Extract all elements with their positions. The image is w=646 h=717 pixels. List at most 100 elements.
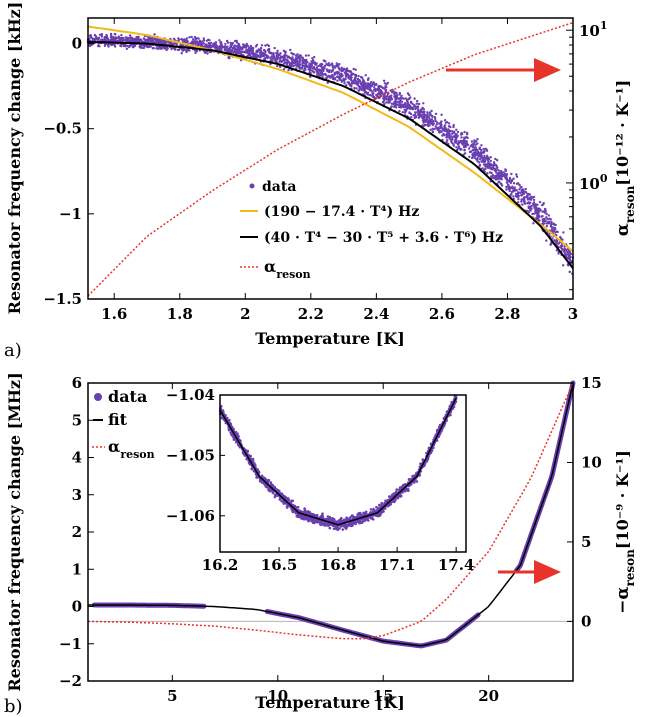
data-point — [453, 130, 456, 133]
data-point — [322, 73, 325, 76]
data-point — [419, 115, 422, 118]
data-point — [494, 157, 497, 161]
data-point — [434, 119, 437, 123]
data-point — [524, 187, 527, 191]
x-tick-label: 15 — [373, 687, 394, 705]
data-point — [435, 123, 438, 126]
data-point — [275, 54, 278, 58]
data-point — [417, 108, 420, 111]
inset-data-point — [334, 527, 337, 530]
data-point — [555, 230, 558, 233]
data-point — [409, 96, 412, 99]
data-point — [504, 169, 507, 173]
data-point — [487, 157, 490, 160]
inset-frame — [219, 394, 467, 553]
data-point — [232, 51, 235, 54]
inset-data-point — [243, 453, 246, 457]
data-point — [404, 103, 407, 107]
inset-data-point — [340, 516, 343, 520]
data-point — [209, 41, 213, 45]
data-point — [336, 71, 339, 75]
data-point — [507, 183, 510, 186]
data-point — [521, 203, 524, 206]
inset-data-point — [454, 395, 458, 399]
data-point — [404, 102, 407, 105]
data-point — [492, 176, 495, 180]
data-point — [568, 252, 571, 255]
legend-b-alpha-label: αreson — [108, 437, 155, 461]
data-point — [285, 54, 288, 57]
data-point — [537, 213, 540, 216]
data-point — [485, 148, 488, 151]
data-point — [350, 79, 353, 82]
inset-data-point — [343, 524, 347, 527]
panel-a-ylabel: Resonator frequency change [kHz] — [5, 2, 24, 315]
inset-data-point — [314, 519, 317, 523]
data-point — [110, 34, 113, 37]
data-point — [249, 44, 253, 48]
fit-poly-line — [87, 40, 574, 269]
data-point — [378, 92, 381, 95]
data-point — [259, 56, 262, 59]
data-point — [264, 44, 267, 47]
inset-fit-line — [219, 397, 457, 526]
data-point — [550, 221, 553, 224]
data-point — [451, 138, 454, 141]
data-point — [129, 36, 132, 40]
data-point — [356, 80, 359, 83]
data-point — [490, 167, 493, 170]
data-point — [439, 126, 443, 130]
x-tick-label: 1.8 — [167, 305, 193, 323]
panel-b-ylabel: Resonator frequency change [MHz] — [5, 372, 24, 691]
data-point — [545, 222, 548, 225]
inset-data-point — [387, 503, 391, 507]
data-point — [319, 63, 322, 66]
data-point — [229, 44, 232, 47]
inset-data-point — [321, 522, 325, 526]
data-point — [486, 164, 489, 167]
inset-data-point — [246, 450, 249, 453]
data-point — [373, 88, 376, 92]
data-point — [169, 41, 172, 45]
data-point — [225, 39, 229, 43]
data-point — [425, 115, 428, 118]
data-point — [480, 160, 483, 163]
data-point — [562, 264, 565, 267]
data-point — [440, 123, 443, 127]
data-point — [377, 96, 381, 100]
data-point — [467, 147, 471, 150]
inset-data-point — [341, 528, 345, 531]
data-point — [543, 207, 547, 211]
data-point — [438, 130, 441, 134]
data-point — [534, 208, 537, 211]
data-point — [177, 37, 180, 40]
data-point — [147, 45, 151, 49]
data-point — [380, 92, 384, 95]
inset-data-point — [359, 520, 362, 524]
data-point — [348, 84, 352, 87]
inset-data-point — [358, 511, 362, 515]
data-point — [384, 90, 388, 94]
data-point — [120, 36, 124, 40]
data-point — [235, 41, 239, 44]
inset-data-point — [409, 483, 413, 486]
data-point — [292, 64, 295, 68]
data-point — [368, 85, 372, 88]
data-point — [361, 79, 365, 82]
data-point — [315, 66, 318, 69]
data-point — [284, 51, 287, 55]
data-point — [347, 69, 350, 73]
data-point — [543, 211, 547, 214]
data-point — [214, 43, 218, 47]
data-point — [416, 99, 419, 103]
data-point — [353, 86, 356, 90]
data-point — [386, 101, 390, 104]
data-point — [255, 50, 258, 54]
data-point — [357, 89, 361, 92]
data-point — [375, 93, 378, 97]
inset-x-tick-label: 17.4 — [438, 556, 475, 574]
y2-tick-base: 10 — [579, 175, 600, 193]
data-point — [133, 38, 136, 42]
data-point — [555, 242, 558, 245]
data-point — [511, 186, 514, 190]
